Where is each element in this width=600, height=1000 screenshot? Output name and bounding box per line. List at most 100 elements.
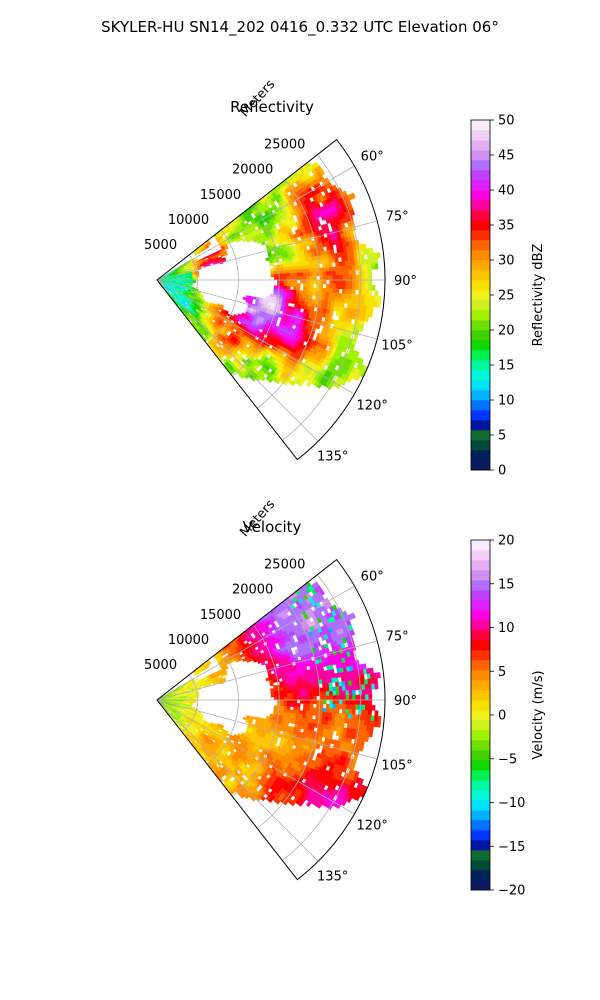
field-cell: [319, 169, 326, 176]
field-cell: [348, 293, 353, 300]
colorbar-cell: [471, 200, 490, 211]
field-cell: [273, 705, 278, 710]
field-cell: [368, 279, 373, 286]
field-cell: [339, 279, 343, 285]
field-cell: [322, 291, 327, 297]
colorbar-cell: [471, 340, 490, 351]
field-cell: [222, 258, 227, 262]
colorbar-cell: [471, 150, 490, 161]
velocity-field: [156, 581, 382, 810]
range-ring: [282, 154, 361, 441]
field-cell: [305, 381, 312, 388]
field-cell: [354, 259, 359, 266]
field-cell: [312, 264, 317, 269]
field-cell: [300, 699, 304, 704]
field-cell: [286, 709, 291, 714]
field-cell: [306, 287, 311, 292]
field-cell: [316, 271, 321, 277]
reflectivity-ticks: 50001000015000200002500060°75°90°105°120…: [144, 138, 417, 465]
field-cell: [299, 272, 304, 277]
field-cell: [312, 287, 317, 292]
field-cell: [361, 279, 366, 286]
field-cell: [303, 283, 308, 288]
field-cell: [335, 261, 340, 267]
field-cell: [347, 260, 353, 267]
field-cell: [369, 247, 374, 254]
field-cell: [361, 274, 366, 281]
field-cell: [311, 260, 317, 265]
field-cell: [341, 265, 346, 272]
field-cell: [309, 264, 314, 269]
field-cell: [280, 702, 285, 707]
colorbar-cell: [471, 300, 490, 311]
azimuth-tick-label: 105°: [381, 338, 412, 353]
field-cell: [176, 280, 181, 282]
field-cell: [283, 709, 288, 713]
reflectivity-colorbar-label: Reflectivity dBZ: [531, 244, 546, 347]
field-cell: [289, 686, 294, 691]
azimuth-spoke: [156, 220, 378, 281]
azimuth-spoke: [156, 279, 319, 442]
field-cell: [296, 276, 301, 281]
field-cell: [306, 272, 311, 277]
field-cell: [293, 689, 298, 694]
field-cell: [348, 279, 353, 285]
field-cell: [340, 302, 345, 308]
field-cell: [364, 284, 369, 291]
field-cell: [279, 687, 284, 692]
field-cell: [351, 269, 356, 276]
field-cell: [286, 693, 291, 697]
field-cell: [293, 276, 298, 281]
azimuth-spoke: [156, 165, 355, 281]
field-cell: [321, 258, 326, 264]
field-cell: [290, 692, 295, 697]
field-cell: [361, 289, 366, 296]
field-cell: [300, 279, 304, 284]
field-cell: [328, 296, 333, 302]
field-cell: [352, 279, 356, 286]
field-cell: [313, 279, 317, 284]
field-cell: [280, 276, 285, 281]
field-cell: [270, 693, 275, 698]
field-cell: [364, 289, 369, 296]
field-cell: [176, 276, 180, 279]
field-cell: [296, 289, 301, 295]
field-cell: [325, 292, 330, 298]
colorbar-cell: [471, 360, 490, 371]
field-cell: [335, 279, 340, 285]
field-cell: [296, 692, 301, 697]
field-cell: [344, 260, 349, 267]
field-cell: [332, 275, 337, 281]
reflectivity-grid: [156, 138, 386, 461]
field-cell: [354, 264, 359, 271]
azimuth-tick-label: 135°: [317, 450, 348, 465]
field-cell: [335, 266, 340, 272]
field-cell: [328, 292, 333, 298]
field-cell: [335, 382, 342, 389]
field-cell: [371, 263, 376, 270]
field-cell: [285, 680, 290, 685]
field-cell: [319, 246, 325, 252]
field-cell: [345, 288, 350, 295]
figure-title: SKYLER-HU SN14_202 0416_0.332 UTC Elevat…: [101, 18, 499, 37]
field-cell: [328, 258, 333, 264]
colorbar-cell: [471, 310, 490, 321]
colorbar-cell: [471, 160, 490, 171]
field-cell: [282, 683, 287, 688]
field-cell: [306, 283, 311, 288]
field-cell: [286, 286, 291, 291]
field-cell: [335, 288, 340, 294]
field-cell: [296, 685, 301, 690]
field-cell: [361, 269, 366, 276]
field-cell: [350, 192, 356, 200]
field-cell: [270, 273, 275, 278]
field-cell: [345, 270, 350, 276]
colorbar-cell: [471, 460, 490, 471]
field-cell: [293, 706, 298, 711]
field-cell: [270, 268, 275, 272]
field-cell: [289, 262, 294, 268]
field-cell: [269, 682, 274, 687]
field-cell: [283, 693, 288, 698]
field-cell: [286, 712, 291, 717]
field-cell: [292, 709, 297, 714]
